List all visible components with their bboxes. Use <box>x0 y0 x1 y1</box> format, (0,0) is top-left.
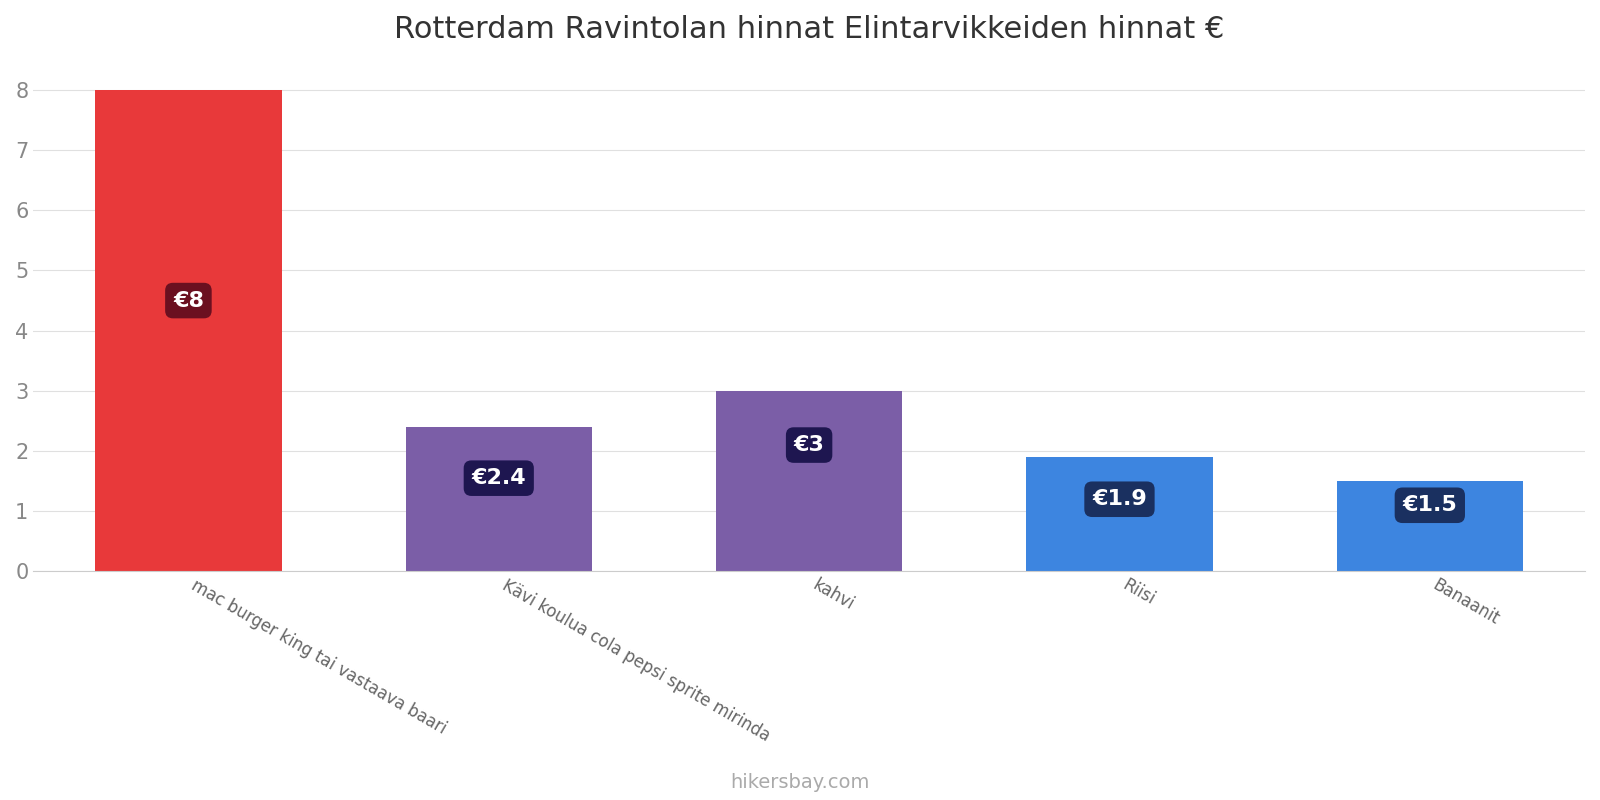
Title: Rotterdam Ravintolan hinnat Elintarvikkeiden hinnat €: Rotterdam Ravintolan hinnat Elintarvikke… <box>394 15 1224 44</box>
Bar <box>1336 481 1523 571</box>
Bar <box>96 90 282 571</box>
Text: hikersbay.com: hikersbay.com <box>730 773 870 792</box>
Bar <box>717 391 902 571</box>
Text: €1.9: €1.9 <box>1093 490 1147 510</box>
Bar <box>1026 457 1213 571</box>
Bar <box>406 427 592 571</box>
Text: €8: €8 <box>173 290 203 310</box>
Text: €3: €3 <box>794 435 824 455</box>
Text: €2.4: €2.4 <box>472 468 526 488</box>
Text: €1.5: €1.5 <box>1403 495 1458 515</box>
